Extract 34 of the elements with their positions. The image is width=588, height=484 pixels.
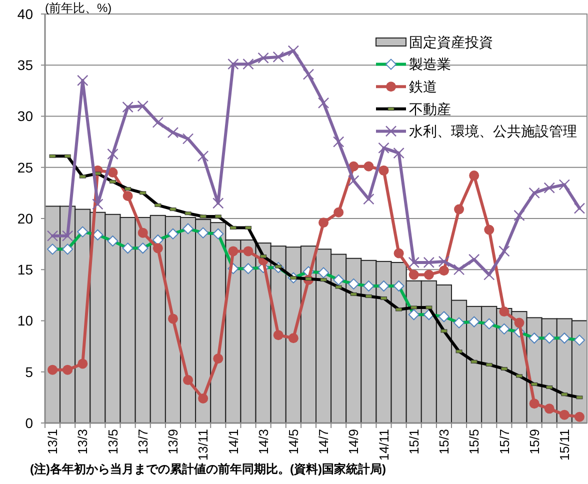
legend-label: 固定資産投資: [409, 34, 493, 50]
x-tick-label: 13/11: [196, 429, 211, 461]
x-tick-label: 14/7: [316, 429, 332, 454]
x-tick-label: 13/9: [166, 429, 181, 454]
x-tick-label: 14/5: [286, 429, 301, 454]
y-tick-label: 40: [17, 6, 34, 22]
legend-label: 不動産: [409, 100, 451, 117]
x-tick-label: 13/5: [105, 429, 120, 454]
legend-label: 水利、環境、公共施設管理: [409, 123, 577, 140]
x-tick-label: 13/3: [75, 429, 90, 454]
y-tick-label: 10: [17, 312, 34, 329]
x-tick-label: 14/1: [226, 429, 241, 454]
x-tick-label: 15/3: [436, 429, 452, 454]
text: (注)各年初から当月までの累計値の前年同期比。(資料)国家統計局): [30, 462, 386, 476]
x-tick-label: 14/3: [256, 429, 271, 454]
x-tick-label: 15/1: [406, 429, 422, 454]
y-tick-label: 20: [17, 210, 34, 226]
y-tick-label: 35: [17, 57, 34, 74]
legend-label: 鉄道: [409, 78, 437, 94]
x-tick-label: 14/11: [376, 429, 392, 461]
y-tick-label: 30: [17, 108, 34, 124]
x-tick-label: 15/9: [526, 429, 542, 454]
x-tick-label: 15/11: [556, 429, 572, 461]
x-tick-label: 14/9: [346, 429, 362, 454]
legend-label: 製造業: [409, 56, 451, 72]
x-tick-label: 15/7: [496, 429, 512, 454]
x-tick-label: 13/7: [135, 429, 150, 454]
y-tick-label: 0: [25, 414, 34, 431]
y-axis-title: (前年比、%): [45, 1, 112, 15]
y-tick-label: 5: [25, 364, 34, 380]
x-tick-label: 15/5: [466, 429, 482, 454]
y-tick-label: 25: [17, 159, 34, 176]
y-tick-label: 15: [17, 262, 34, 278]
x-tick-label: 13/1: [45, 429, 60, 454]
